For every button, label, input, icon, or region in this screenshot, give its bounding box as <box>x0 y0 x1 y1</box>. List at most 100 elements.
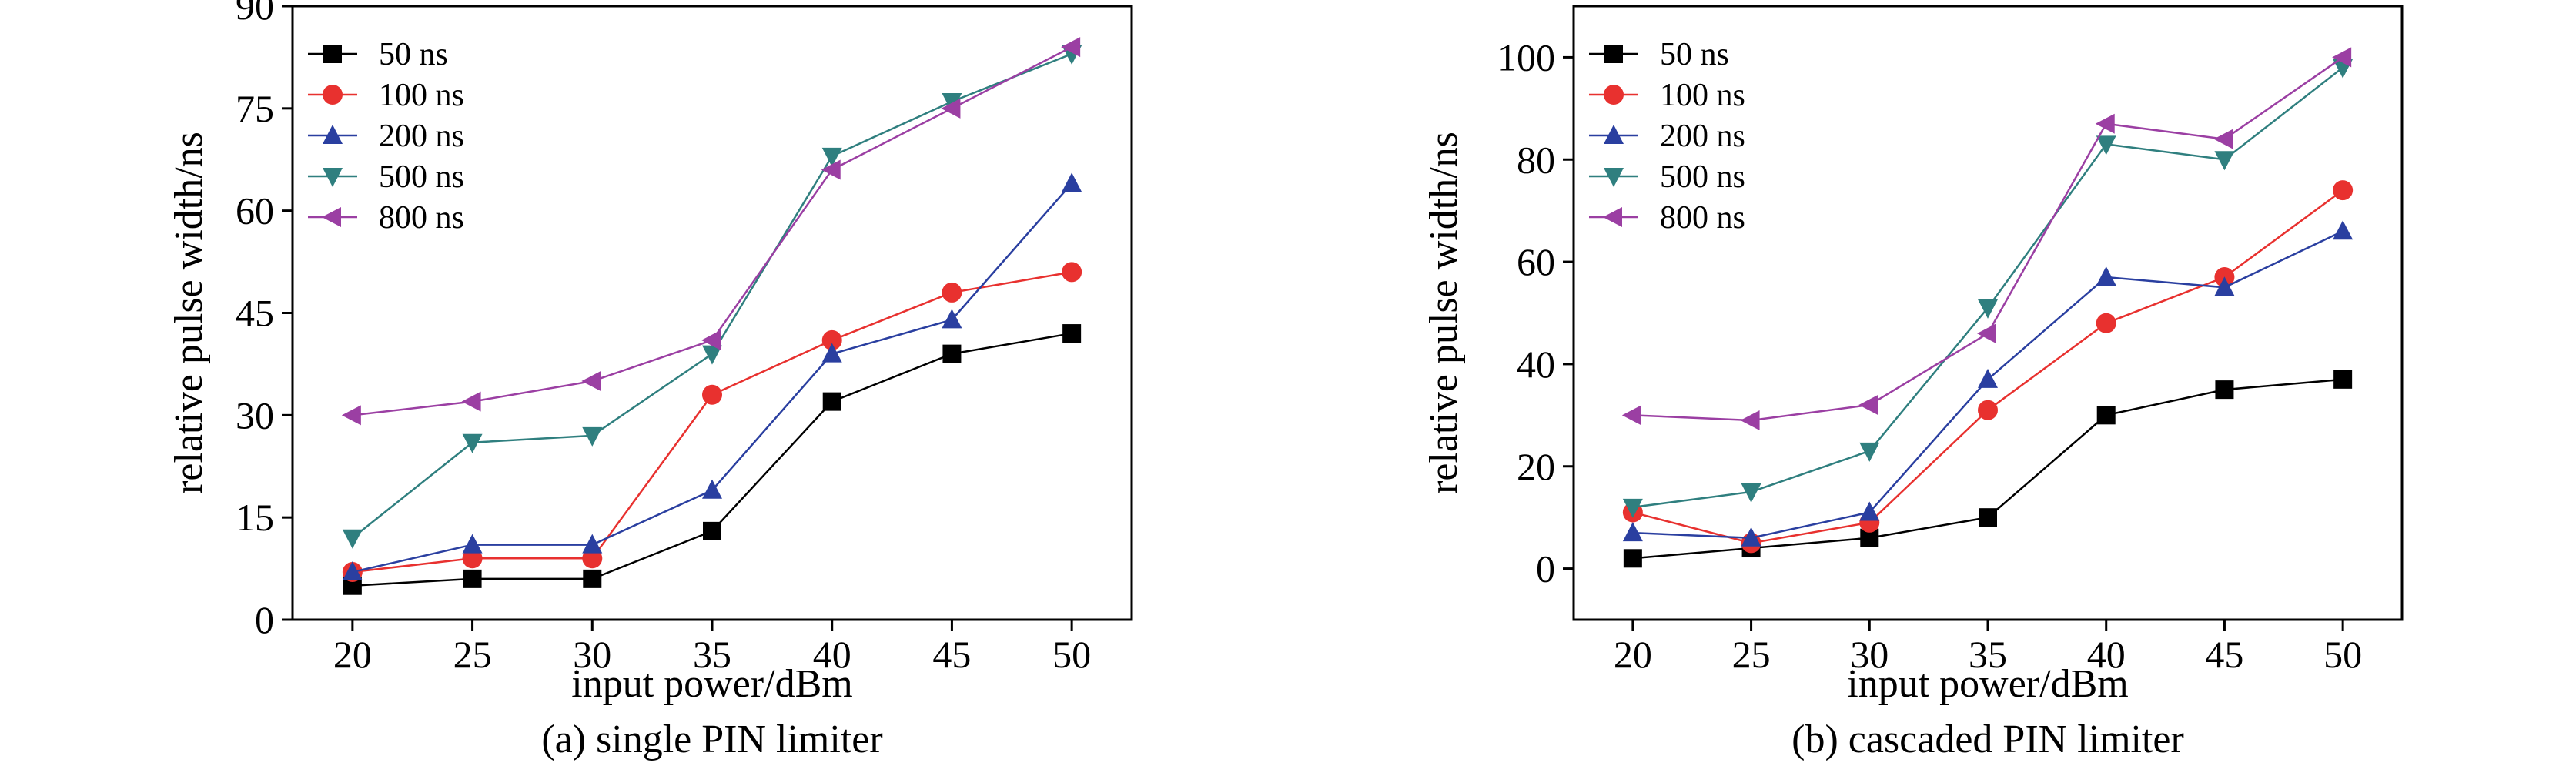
legend-label: 50 ns <box>379 37 448 72</box>
legend-label: 100 ns <box>1660 78 1745 113</box>
data-point <box>462 433 483 453</box>
y-axis-title: relative pulse width/ns <box>1422 132 1466 494</box>
data-point <box>942 344 962 363</box>
series-500-ns <box>342 45 1082 549</box>
y-tick-label: 15 <box>236 496 274 539</box>
data-point <box>2096 266 2116 286</box>
legend-label: 800 ns <box>1660 200 1745 236</box>
data-point <box>821 147 842 167</box>
y-tick-label: 40 <box>1517 343 1555 386</box>
data-point <box>942 282 962 303</box>
legend-marker <box>1604 168 1624 187</box>
y-axis-title: relative pulse width/ns <box>167 132 211 494</box>
x-tick-label: 35 <box>693 633 731 676</box>
y-tick-label: 30 <box>236 393 274 436</box>
data-point <box>2333 220 2354 240</box>
data-point <box>1859 501 1880 521</box>
legend-label: 200 ns <box>379 119 464 154</box>
x-tick-label: 50 <box>1052 633 1091 676</box>
series-line <box>352 182 1073 574</box>
data-point <box>1978 368 1998 388</box>
x-tick-label: 40 <box>2087 633 2126 676</box>
data-point <box>1062 172 1082 192</box>
series-100-ns <box>1622 180 2354 554</box>
legend-marker <box>323 168 343 187</box>
x-axis-title: input power/dBm <box>571 662 852 706</box>
data-point <box>341 405 361 426</box>
data-point <box>941 98 961 119</box>
legend-label: 500 ns <box>379 159 464 195</box>
data-point <box>1741 483 1761 503</box>
series-50-ns <box>343 324 1082 595</box>
x-axis-title: input power/dBm <box>1847 662 2128 706</box>
chart-panel-a: 20 25 30 35 40 45 50 0 15 30 45 60 75 90 input power/d… <box>167 0 1133 761</box>
legend-label: 800 ns <box>379 200 464 236</box>
data-point <box>583 569 602 588</box>
data-point <box>701 329 721 350</box>
legend-marker <box>323 125 343 144</box>
data-point <box>822 392 841 411</box>
data-point <box>702 345 722 365</box>
legend: 50 ns 100 ns 200 ns 500 ns 800 ns <box>308 37 464 236</box>
data-point <box>2213 129 2233 149</box>
x-tick-label: 40 <box>813 633 851 676</box>
data-point <box>582 534 603 554</box>
y-tick-label: 20 <box>1517 445 1555 488</box>
x-tick-label: 35 <box>1969 633 2007 676</box>
x-tick-label: 20 <box>333 633 372 676</box>
legend-marker <box>323 85 343 105</box>
data-point <box>1622 522 1643 542</box>
y-tick-label: 0 <box>255 598 274 641</box>
data-point <box>1062 324 1082 343</box>
legend-label: 100 ns <box>379 78 464 113</box>
legend-marker <box>1603 207 1622 227</box>
data-point <box>702 384 722 405</box>
data-point <box>942 92 962 112</box>
data-point <box>2096 135 2116 156</box>
data-point <box>463 569 482 588</box>
series-200-ns <box>1622 220 2354 547</box>
data-point <box>1977 323 1996 344</box>
legend-marker <box>1604 85 1624 105</box>
data-point <box>1062 262 1082 283</box>
data-point <box>2333 370 2353 389</box>
y-tick-label: 90 <box>236 0 274 28</box>
data-point <box>703 521 721 540</box>
legend-label: 500 ns <box>1660 159 1745 195</box>
data-point <box>2096 406 2116 425</box>
x-tick-label: 50 <box>2323 633 2362 676</box>
data-point <box>1622 498 1643 518</box>
x-tick-label: 20 <box>1614 633 1652 676</box>
data-point <box>821 159 841 180</box>
y-tick-label: 75 <box>236 87 274 130</box>
series-200-ns <box>342 172 1082 581</box>
data-point <box>1623 549 1642 568</box>
data-point <box>1979 508 1997 527</box>
y-tick-label: 80 <box>1517 138 1555 181</box>
series-line <box>1632 189 2343 544</box>
data-point <box>462 548 483 569</box>
data-point <box>342 561 363 581</box>
data-point <box>1061 37 1081 58</box>
legend-marker <box>323 45 342 63</box>
series-800-ns <box>341 37 1081 426</box>
data-point <box>1621 405 1641 426</box>
x-tick-label: 45 <box>2205 633 2243 676</box>
legend-label: 50 ns <box>1660 37 1729 72</box>
data-point <box>461 391 481 412</box>
x-tick-label: 45 <box>932 633 971 676</box>
legend-label: 200 ns <box>1660 119 1745 154</box>
data-point <box>1858 395 1878 416</box>
legend: 50 ns 100 ns 200 ns 500 ns 800 ns <box>1589 37 1745 236</box>
data-point <box>2214 151 2235 171</box>
x-tick-label: 30 <box>1850 633 1889 676</box>
data-point <box>342 529 363 549</box>
legend-marker <box>1604 45 1623 63</box>
data-point <box>581 371 601 392</box>
data-point <box>821 329 842 350</box>
data-point <box>582 548 603 569</box>
data-point <box>1978 400 1998 420</box>
y-tick-label: 0 <box>1536 547 1555 590</box>
data-point <box>462 534 483 554</box>
